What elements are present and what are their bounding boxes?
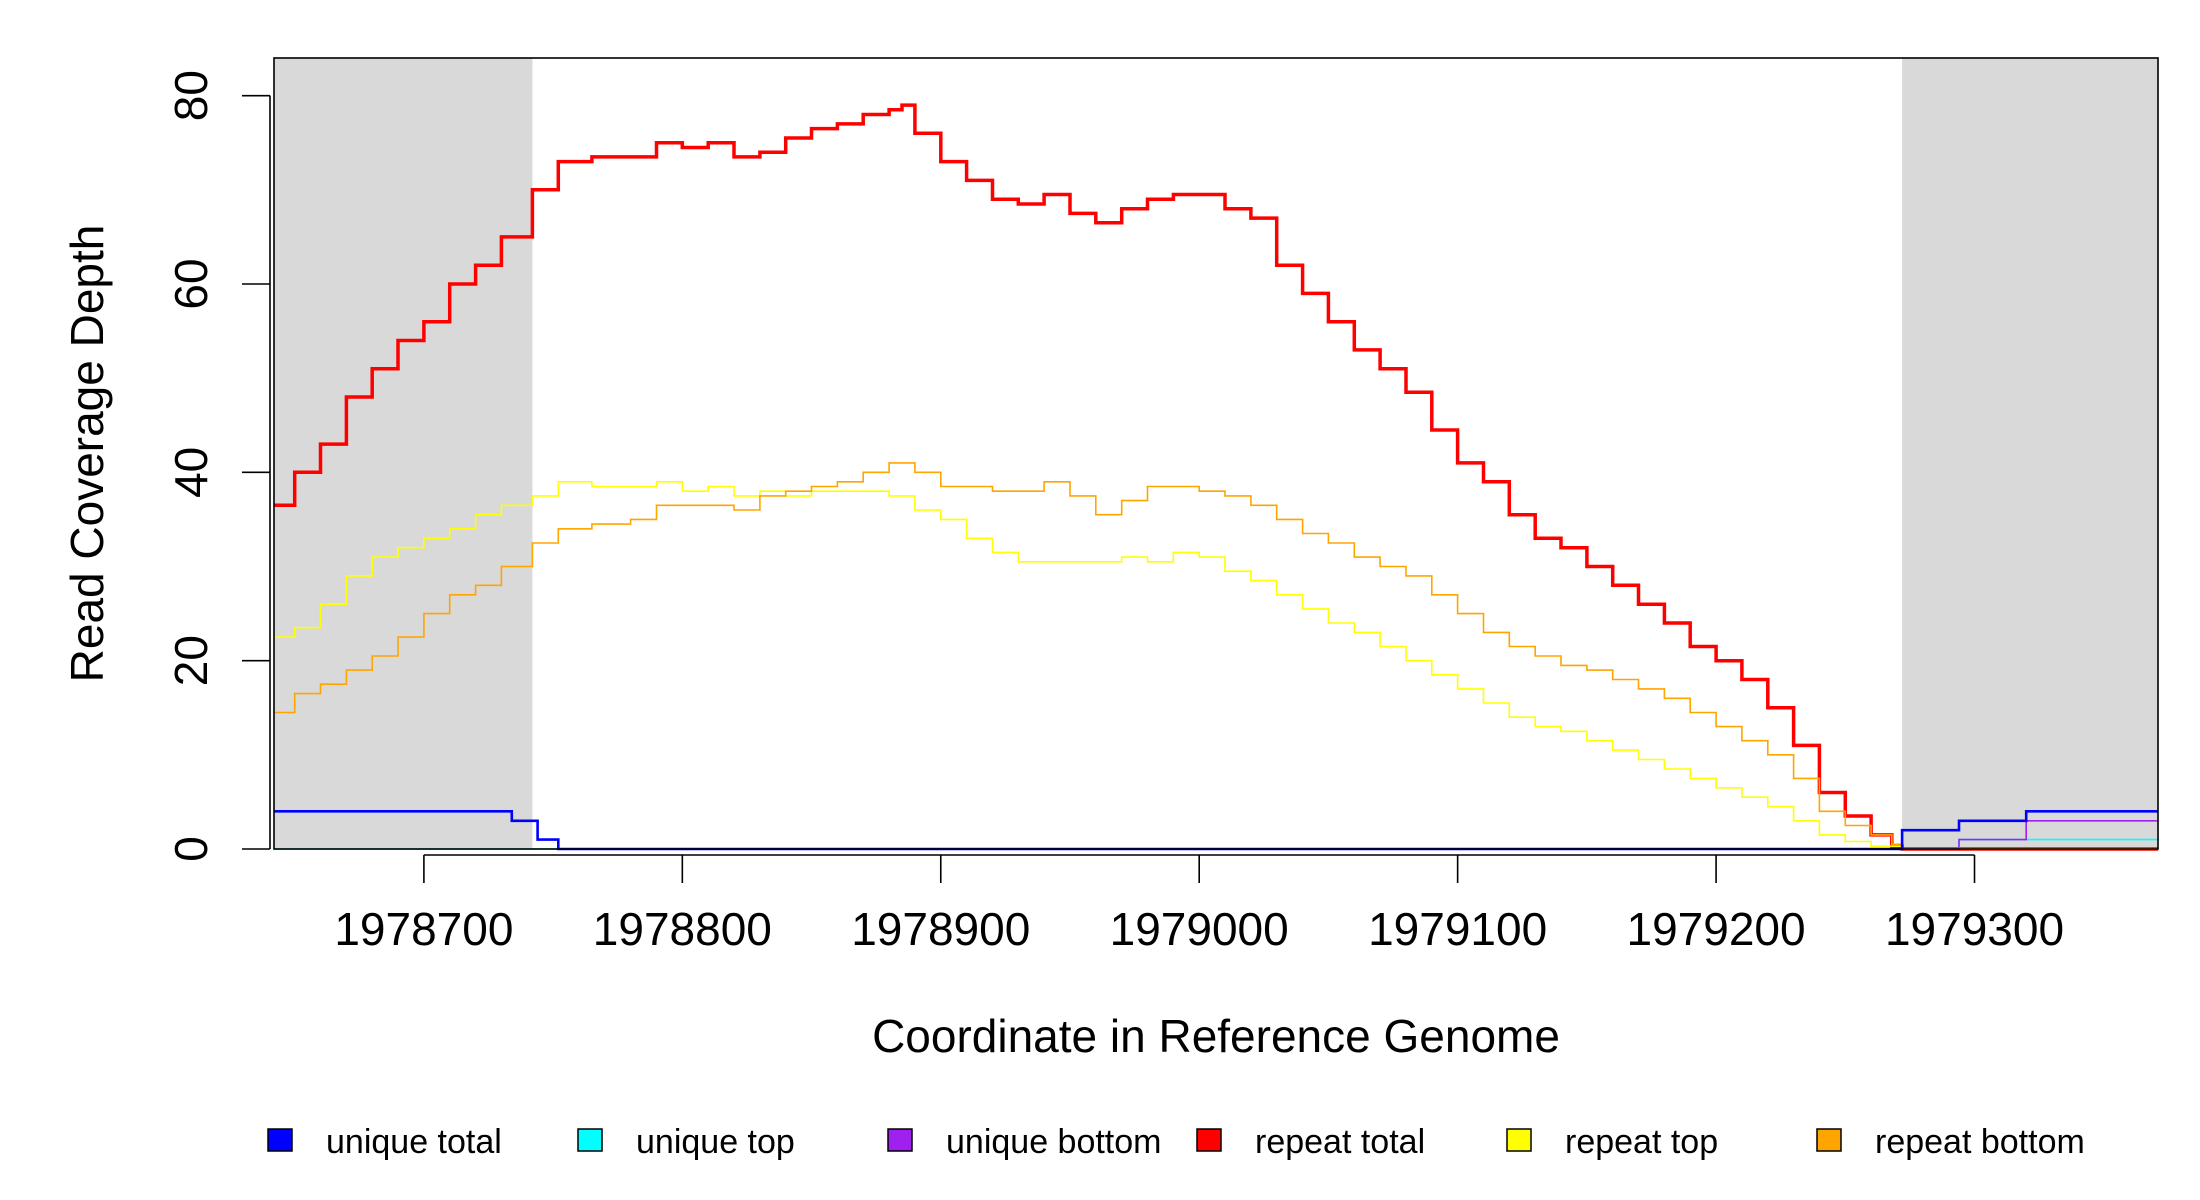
x-axis: 1978700 1978800 1978900 1979000 1979100 19792… (334, 854, 2064, 955)
x-tick-label: 1979200 (1627, 903, 1806, 955)
y-axis-title: Read Coverage Depth (61, 225, 113, 683)
y-tick-label: 60 (165, 258, 217, 309)
x-tick-label: 1978700 (334, 903, 513, 955)
y-tick-label: 0 (165, 836, 217, 862)
shaded-region-2 (1902, 58, 2158, 849)
legend-swatch-unique-bottom (887, 1128, 913, 1152)
legend-label-unique-bottom: unique bottom (946, 1123, 1162, 1161)
x-tick-label: 1978900 (851, 903, 1030, 955)
y-axis: 0 20 40 60 80 (165, 70, 271, 862)
y-tick-label: 80 (165, 70, 217, 121)
legend-swatch-unique-total (267, 1128, 293, 1152)
x-axis-title: Coordinate in Reference Genome (872, 1010, 1560, 1062)
series-repeat-bottom (274, 462, 2158, 850)
y-tick-label: 40 (165, 447, 217, 498)
legend-label-repeat-total: repeat total (1255, 1123, 1425, 1161)
legend-swatch-repeat-bottom (1816, 1128, 1842, 1152)
plot-frame (273, 57, 2159, 850)
series-repeat-top (274, 481, 2158, 850)
legend-label-unique-total: unique total (326, 1123, 502, 1161)
shaded-region-1 (274, 58, 533, 849)
series-repeat-total (274, 103, 2158, 851)
x-tick-label: 1979100 (1368, 903, 1547, 955)
legend-label-unique-top: unique top (636, 1123, 795, 1161)
legend-swatch-repeat-top (1506, 1128, 1532, 1152)
legend-label-repeat-bottom: repeat bottom (1875, 1123, 2085, 1161)
legend-swatch-repeat-total (1196, 1128, 1222, 1152)
x-tick-label: 1979000 (1110, 903, 1289, 955)
legend-label-repeat-top: repeat top (1565, 1123, 1718, 1161)
legend-swatch-unique-top (577, 1128, 603, 1152)
x-tick-label: 1978800 (593, 903, 772, 955)
y-tick-label: 20 (165, 635, 217, 686)
legend: unique total unique top unique bottom repea… (267, 1123, 2085, 1161)
x-tick-label: 1979300 (1885, 903, 2064, 955)
shaded-regions (274, 58, 2158, 849)
